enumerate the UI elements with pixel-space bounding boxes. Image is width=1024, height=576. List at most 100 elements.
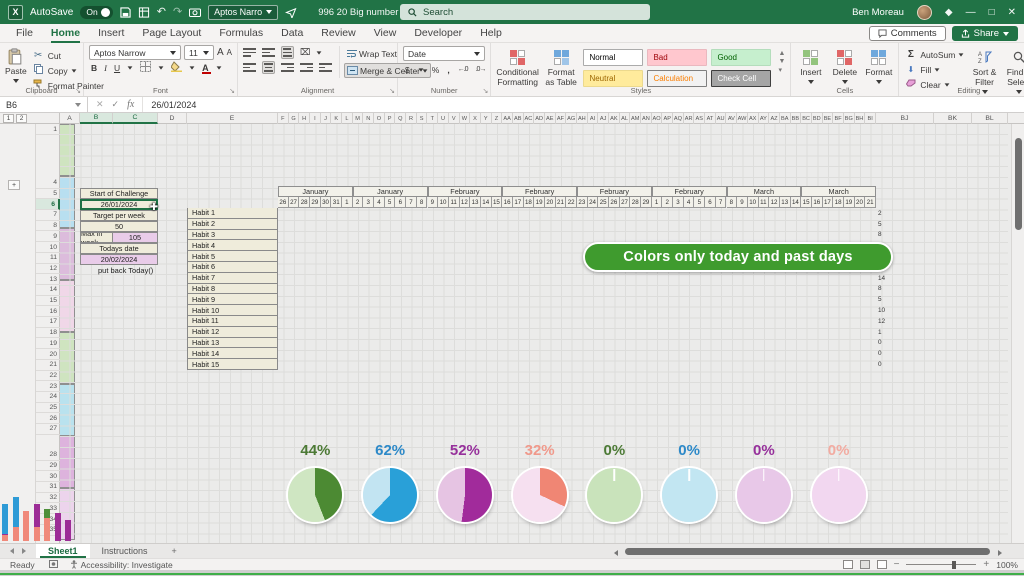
day-number[interactable]: 11 xyxy=(758,197,770,208)
normal-view-icon[interactable] xyxy=(842,560,853,569)
day-number[interactable]: 29 xyxy=(641,197,652,208)
gallery-more-icon[interactable]: ▾ xyxy=(778,67,782,74)
row-header-17[interactable]: 17 xyxy=(36,317,60,328)
style-bad[interactable]: Bad xyxy=(647,49,708,66)
day-number[interactable]: 16 xyxy=(502,197,513,208)
number-format-dropdown[interactable]: Date xyxy=(403,46,486,61)
col-header-H[interactable]: H xyxy=(299,113,311,124)
habit-name[interactable]: Habit 10 xyxy=(187,305,278,316)
align-right-icon[interactable] xyxy=(281,63,295,72)
day-number[interactable]: 17 xyxy=(822,197,834,208)
enter-icon[interactable]: ✓ xyxy=(111,99,120,109)
col-header-AF[interactable]: AF xyxy=(556,113,567,124)
row-header-13[interactable]: 13 xyxy=(36,274,60,285)
search-input[interactable]: Search xyxy=(400,4,650,20)
day-number[interactable]: 14 xyxy=(480,197,492,208)
align-center-icon[interactable] xyxy=(262,61,276,74)
habit-name[interactable]: Habit 4 xyxy=(187,240,278,252)
col-header-I[interactable]: I xyxy=(310,113,321,124)
habit-name[interactable]: Habit 5 xyxy=(187,251,278,262)
cancel-icon[interactable]: ✕ xyxy=(96,99,104,109)
col-header-U[interactable]: U xyxy=(438,113,449,124)
vertical-scrollbar-thumb[interactable] xyxy=(1015,138,1022,230)
format-as-table-button[interactable]: Format as Table xyxy=(544,46,579,88)
col-header-BJ[interactable]: BJ xyxy=(876,113,934,124)
day-number[interactable]: 21 xyxy=(865,197,876,208)
col-header-R[interactable]: R xyxy=(406,113,417,124)
day-number[interactable]: 28 xyxy=(630,197,642,208)
row-header-22[interactable]: 22 xyxy=(36,371,60,382)
comma-style-button[interactable]: , xyxy=(447,64,450,75)
tab-nav[interactable] xyxy=(0,548,36,554)
panel-cell[interactable]: Todays date xyxy=(80,243,158,254)
day-number[interactable]: 22 xyxy=(566,197,577,208)
row-header-12[interactable]: 12 xyxy=(36,264,60,275)
close-button[interactable]: ✕ xyxy=(1007,6,1016,18)
row-header-23[interactable]: 23 xyxy=(36,381,60,392)
day-number[interactable]: 19 xyxy=(534,197,545,208)
row-header-32[interactable]: 32 xyxy=(36,493,60,504)
badge-icon[interactable]: ◆ xyxy=(944,6,953,18)
row-header-26[interactable]: 26 xyxy=(36,413,60,425)
col-header-E[interactable]: E xyxy=(187,113,278,124)
day-number[interactable]: 15 xyxy=(491,197,503,208)
style-normal[interactable]: Normal xyxy=(583,49,644,66)
habit-name[interactable]: Habit 1 xyxy=(187,208,278,219)
cut-button[interactable]: ✂ Cut xyxy=(32,49,104,62)
col-header-G[interactable]: G xyxy=(289,113,300,124)
col-header-D[interactable]: D xyxy=(158,113,187,124)
macro-record-icon[interactable] xyxy=(48,559,58,570)
day-number[interactable]: 18 xyxy=(833,197,844,208)
paste-button[interactable]: Paste xyxy=(5,46,27,83)
decrease-decimal-button[interactable]: .0→ xyxy=(475,66,487,73)
comments-button[interactable]: Comments xyxy=(868,26,946,41)
row-header-30[interactable]: 30 xyxy=(36,471,60,483)
row-header-16[interactable]: 16 xyxy=(36,306,60,318)
name-box[interactable]: B6 xyxy=(0,97,88,112)
day-number[interactable]: 4 xyxy=(683,197,695,208)
col-header-M[interactable]: M xyxy=(353,113,364,124)
habit-name[interactable]: Habit 9 xyxy=(187,294,278,306)
day-number[interactable]: 7 xyxy=(715,197,727,208)
day-number[interactable]: 8 xyxy=(726,197,738,208)
row-header-28[interactable]: 28 xyxy=(36,450,60,461)
day-number[interactable]: 13 xyxy=(470,197,481,208)
tab-next-icon[interactable] xyxy=(22,548,26,554)
delete-cells-button[interactable]: Delete xyxy=(830,46,859,84)
row-header-31[interactable]: 31 xyxy=(36,482,60,493)
accessibility-status[interactable]: Accessibility: Investigate xyxy=(70,560,173,570)
col-header-V[interactable]: V xyxy=(449,113,460,124)
row-header-1[interactable]: 1 xyxy=(36,124,60,135)
col-header-AK[interactable]: AK xyxy=(609,113,620,124)
page-layout-view-icon[interactable] xyxy=(859,560,870,569)
habit-name[interactable]: Habit 13 xyxy=(187,337,278,349)
align-bottom-icon[interactable] xyxy=(281,46,295,59)
col-header-Y[interactable]: Y xyxy=(481,113,492,124)
day-number[interactable]: 27 xyxy=(619,197,631,208)
sheet-icon[interactable] xyxy=(138,6,150,18)
day-number[interactable]: 30 xyxy=(320,197,332,208)
orientation-button[interactable]: ⌧ xyxy=(300,47,311,57)
day-number[interactable]: 10 xyxy=(438,197,449,208)
style-good[interactable]: Good xyxy=(711,49,772,66)
habit-name[interactable]: Habit 7 xyxy=(187,272,278,284)
habit-name[interactable]: Habit 8 xyxy=(187,283,278,295)
autosum-button[interactable]: Σ AutoSum xyxy=(904,48,964,61)
ribbon-tab-formulas[interactable]: Formulas xyxy=(219,26,264,39)
col-header-L[interactable]: L xyxy=(342,113,353,124)
day-number[interactable]: 21 xyxy=(555,197,567,208)
day-number[interactable]: 9 xyxy=(737,197,748,208)
col-header-BD[interactable]: BD xyxy=(812,113,823,124)
dialog-launcher-icon[interactable]: ↘ xyxy=(482,88,489,95)
avatar[interactable] xyxy=(916,4,932,20)
panel-value-cell[interactable]: 105 xyxy=(113,232,158,243)
day-number[interactable]: 16 xyxy=(811,197,823,208)
borders-button[interactable] xyxy=(140,61,152,74)
col-header-BA[interactable]: BA xyxy=(780,113,791,124)
hscroll-right-icon[interactable] xyxy=(998,550,1002,556)
day-number[interactable]: 25 xyxy=(598,197,610,208)
row-header-9[interactable]: 9 xyxy=(36,232,60,243)
insert-cells-button[interactable]: Insert xyxy=(796,46,825,84)
col-header-T[interactable]: T xyxy=(428,113,439,124)
